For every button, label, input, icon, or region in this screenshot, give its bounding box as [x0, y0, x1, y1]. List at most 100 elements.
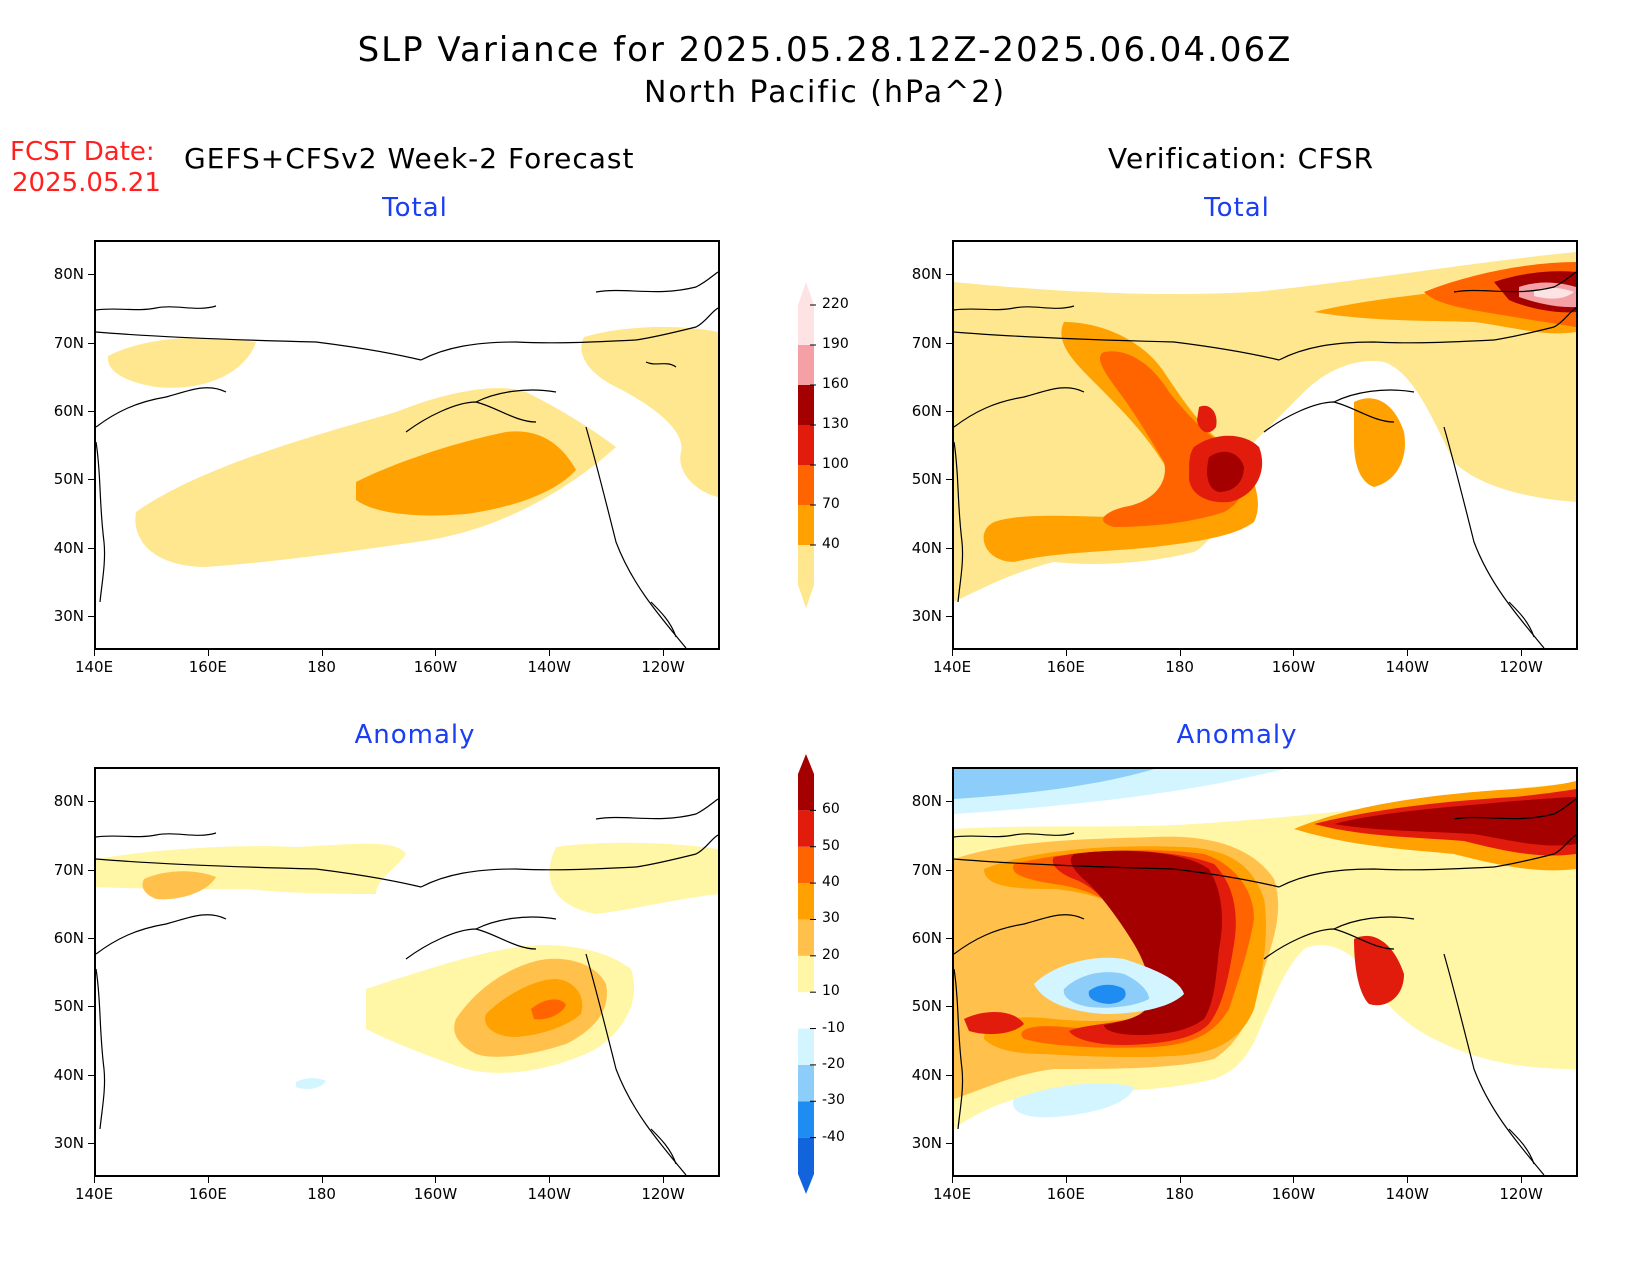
colorbar-swatch — [798, 919, 814, 956]
colorbar-swatch — [798, 345, 814, 385]
lon-tick — [1521, 650, 1523, 656]
colorbar-label: 220 — [822, 296, 849, 312]
colorbar-label: 60 — [822, 801, 840, 818]
lat-tick — [946, 869, 952, 871]
forecast-heading: GEFS+CFSv2 Week-2 Forecast — [184, 142, 635, 175]
lat-tick — [88, 547, 94, 549]
colorbar-label: -10 — [822, 1019, 845, 1036]
lon-tick — [1293, 650, 1295, 656]
lon-tick-label: 160E — [188, 658, 227, 676]
colorbar-top-arrow — [798, 754, 814, 774]
colorbar-label: 10 — [822, 983, 840, 1000]
lat-tick — [88, 1142, 94, 1144]
lon-tick-label: 160E — [188, 1185, 227, 1203]
lon-tick — [1179, 1177, 1181, 1183]
lat-tick-label: 70N — [911, 333, 942, 352]
colorbar-swatch — [798, 1028, 814, 1065]
field-verification-anomaly — [954, 769, 1576, 1129]
lat-tick — [946, 1006, 952, 1008]
colorbar-label: 100 — [822, 456, 849, 472]
colorbar-swatch — [798, 774, 814, 811]
lat-tick — [946, 937, 952, 939]
lat-tick-label: 80N — [53, 792, 84, 811]
colorbar-swatch — [798, 385, 814, 425]
lat-tick — [88, 274, 94, 276]
colorbar-swatch — [798, 305, 814, 345]
lon-tick — [1293, 1177, 1295, 1183]
lon-tick — [1065, 1177, 1067, 1183]
lon-tick — [321, 1177, 323, 1183]
lon-tick-label: 120W — [1499, 1185, 1543, 1203]
lat-tick-label: 60N — [911, 401, 942, 420]
lat-tick — [88, 1006, 94, 1008]
fcst-date-value: 2025.05.21 — [12, 168, 161, 198]
colorbar-swatch — [798, 545, 814, 585]
colorbar-swatch — [798, 810, 814, 847]
lat-tick-label: 50N — [911, 997, 942, 1016]
lon-tick — [663, 1177, 665, 1183]
lon-tick-label: 120W — [1499, 658, 1543, 676]
lat-tick — [946, 479, 952, 481]
lat-tick-label: 30N — [911, 606, 942, 625]
lon-tick-label: 120W — [641, 658, 685, 676]
lat-tick-label: 80N — [53, 265, 84, 284]
lat-tick — [88, 1074, 94, 1076]
fcst-date-label: FCST Date: — [10, 137, 155, 167]
colorbar-swatch — [798, 846, 814, 884]
sub-title: North Pacific (hPa^2) — [643, 75, 1007, 110]
lon-tick-label: 160E — [1046, 1185, 1085, 1203]
lon-tick — [207, 650, 209, 656]
verification-heading: Verification: CFSR — [1108, 142, 1375, 175]
lon-tick — [94, 1177, 95, 1183]
lat-tick-label: 70N — [53, 333, 84, 352]
lon-tick-label: 160W — [413, 1185, 458, 1203]
colorbar-swatch — [798, 425, 814, 465]
panel-title-verification-anomaly: Anomaly — [1176, 720, 1298, 750]
colorbar-label: 130 — [822, 416, 849, 432]
colorbar-anomaly — [798, 754, 816, 1194]
lat-tick — [88, 342, 94, 344]
lon-tick-label: 140W — [527, 1185, 571, 1203]
lat-tick — [946, 1142, 952, 1144]
lon-tick — [1521, 1177, 1523, 1183]
colorbar-swatch — [798, 505, 814, 545]
colorbar-swatch — [798, 1137, 814, 1174]
lat-tick-label: 40N — [911, 538, 942, 557]
lat-tick — [946, 342, 952, 344]
field-forecast-total — [107, 327, 718, 567]
colorbar-label: 160 — [822, 376, 849, 392]
lat-tick — [946, 615, 952, 617]
lat-tick — [88, 937, 94, 939]
lon-tick-label: 180 — [1165, 658, 1194, 676]
lat-tick-label: 70N — [53, 860, 84, 879]
lon-tick-label: 160E — [1046, 658, 1085, 676]
lon-tick — [321, 650, 323, 656]
lon-tick — [663, 650, 665, 656]
coastline-forecast-total — [95, 271, 719, 649]
main-title: SLP Variance for 2025.05.28.12Z-2025.06.… — [357, 30, 1293, 70]
lon-tick — [952, 650, 953, 656]
lat-tick — [88, 615, 94, 617]
lon-tick — [435, 650, 437, 656]
lat-tick — [946, 547, 952, 549]
colorbar-label: 70 — [822, 496, 840, 512]
lon-tick-label: 160W — [1271, 1185, 1316, 1203]
lon-tick-label: 140W — [1385, 658, 1429, 676]
lon-tick-label: 140W — [527, 658, 571, 676]
colorbar-label: -30 — [822, 1092, 845, 1109]
lat-tick-label: 50N — [53, 470, 84, 489]
lon-tick-label: 140E — [932, 658, 972, 676]
lon-tick — [94, 650, 95, 656]
colorbar-bottom-arrow — [798, 1174, 814, 1194]
lon-tick — [207, 1177, 209, 1183]
lon-tick — [435, 1177, 437, 1183]
colorbar-swatch — [798, 992, 814, 1029]
panel-title-forecast-total: Total — [382, 193, 448, 223]
lon-tick-label: 140E — [74, 1185, 114, 1203]
colorbar-label: 190 — [822, 336, 849, 352]
lat-tick — [946, 274, 952, 276]
lat-tick — [946, 1074, 952, 1076]
colorbar-total — [798, 282, 816, 608]
lon-tick-label: 180 — [1165, 1185, 1194, 1203]
field-verification-total — [954, 252, 1576, 602]
